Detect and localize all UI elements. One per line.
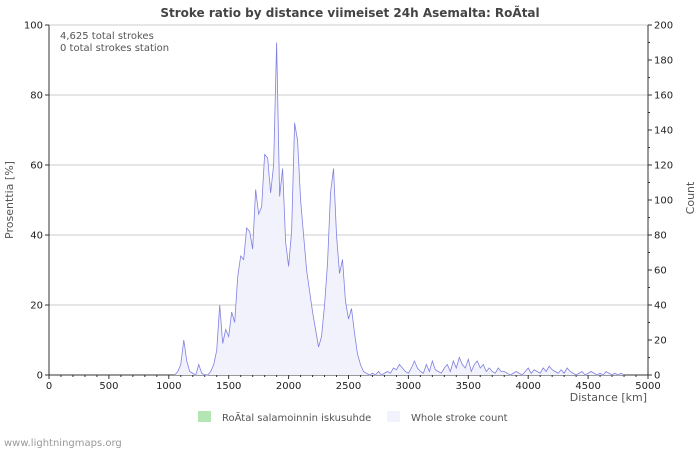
tick-label-right-0: 0 bbox=[654, 371, 660, 382]
annotation-station-strokes: 0 total strokes station bbox=[60, 43, 169, 54]
tick-label-right-160: 160 bbox=[654, 91, 673, 102]
tick-label-left-60: 60 bbox=[30, 161, 43, 172]
y-axis-label-left: Prosenttia [%] bbox=[3, 161, 16, 239]
tick-label-left-20: 20 bbox=[30, 301, 43, 312]
tick-label-right-100: 100 bbox=[654, 196, 673, 207]
x-axis-label: Distance [km] bbox=[570, 391, 647, 404]
chart-title: Stroke ratio by distance viimeiset 24h A… bbox=[160, 5, 539, 20]
legend-swatch-ratio bbox=[198, 411, 211, 422]
tick-label-x-5000: 5000 bbox=[635, 381, 660, 392]
annotation-total-strokes: 4,625 total strokes bbox=[60, 31, 154, 42]
tick-label-x-500: 500 bbox=[99, 381, 118, 392]
whole-stroke-count-area bbox=[174, 42, 625, 375]
series-layer bbox=[174, 42, 625, 376]
tick-label-right-40: 40 bbox=[654, 301, 667, 312]
tick-label-left-80: 80 bbox=[30, 91, 43, 102]
legend-label-whole-count: Whole stroke count bbox=[411, 413, 508, 424]
legend-label-ratio: RoÃtal salamoinnin iskusuhde bbox=[222, 411, 371, 424]
tick-label-x-1500: 1500 bbox=[216, 381, 241, 392]
tick-label-left-100: 100 bbox=[24, 21, 43, 32]
tick-label-left-40: 40 bbox=[30, 231, 43, 242]
tick-label-right-180: 180 bbox=[654, 56, 673, 67]
tick-label-x-4500: 4500 bbox=[575, 381, 600, 392]
tick-label-x-3500: 3500 bbox=[456, 381, 481, 392]
tick-label-x-2000: 2000 bbox=[276, 381, 301, 392]
legend-swatch-whole-count bbox=[387, 411, 400, 422]
tick-label-left-0: 0 bbox=[37, 371, 43, 382]
tick-label-x-0: 0 bbox=[46, 381, 52, 392]
tick-label-x-4000: 4000 bbox=[515, 381, 540, 392]
whole-stroke-count-line bbox=[174, 42, 625, 376]
grid bbox=[49, 24, 648, 306]
tick-label-x-2500: 2500 bbox=[336, 381, 361, 392]
tick-label-x-1000: 1000 bbox=[156, 381, 181, 392]
tick-label-right-140: 140 bbox=[654, 126, 673, 137]
tick-label-right-60: 60 bbox=[654, 266, 667, 277]
tick-label-right-200: 200 bbox=[654, 21, 673, 32]
y-axis-label-right: Count bbox=[684, 181, 697, 214]
tick-label-x-3000: 3000 bbox=[396, 381, 421, 392]
tick-label-right-20: 20 bbox=[654, 336, 667, 347]
credit-text: www.lightningmaps.org bbox=[4, 438, 122, 449]
tick-label-right-80: 80 bbox=[654, 231, 667, 242]
tick-label-right-120: 120 bbox=[654, 161, 673, 172]
